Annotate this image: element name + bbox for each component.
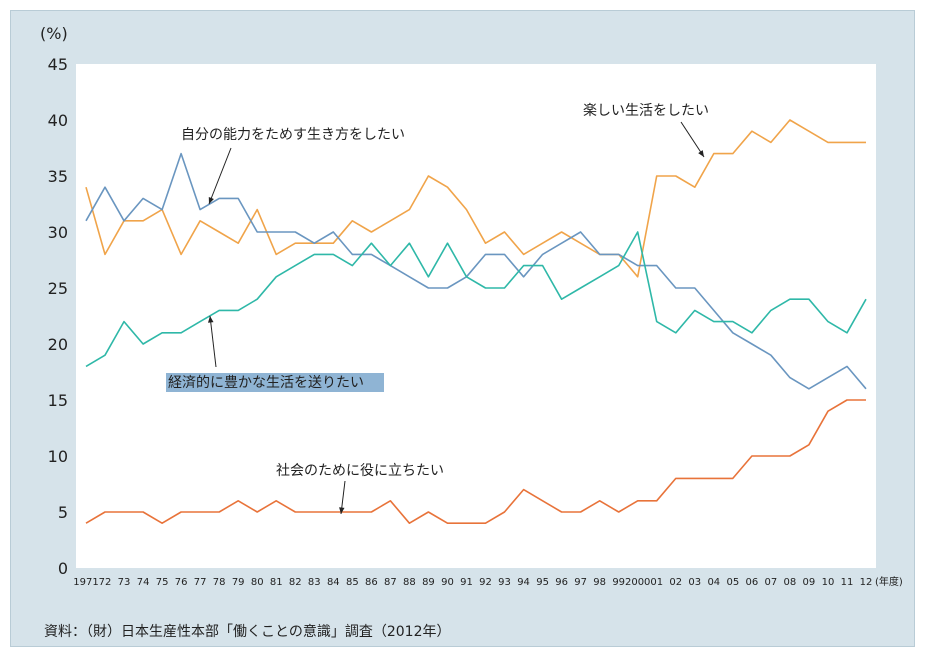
series-annotation: 経済的に豊かな生活を送りたい xyxy=(168,375,364,391)
x-tick-label: 78 xyxy=(213,577,226,588)
x-tick-label: 79 xyxy=(232,577,245,588)
series-line xyxy=(85,399,866,525)
annotation-pointer xyxy=(208,147,232,205)
x-tick-label: 74 xyxy=(137,577,150,588)
y-tick-label: 25 xyxy=(48,279,68,298)
x-tick-label: 2000 xyxy=(625,577,650,588)
x-tick-label: 1971 xyxy=(73,577,98,588)
y-tick-label: 5 xyxy=(58,503,68,522)
x-tick-label: 73 xyxy=(118,577,131,588)
x-tick-label: 84 xyxy=(327,577,340,588)
annotation-highlight xyxy=(166,373,384,392)
x-tick-label: 09 xyxy=(803,577,816,588)
y-tick-label: 10 xyxy=(48,447,68,466)
annotation-arrowhead xyxy=(208,316,214,323)
y-tick-label: 20 xyxy=(48,335,68,354)
x-tick-label: 81 xyxy=(270,577,283,588)
series-line xyxy=(85,231,867,368)
y-tick-label: 30 xyxy=(48,223,68,242)
x-tick-label: 08 xyxy=(784,577,797,588)
annotation-arrowhead xyxy=(339,507,345,514)
x-tick-label: 86 xyxy=(365,577,378,588)
x-tick-label: 01 xyxy=(650,577,663,588)
chart-frame: 0 5 10 15 20 25 30 35 40 45 (%) 1971 72 73 74 75 76 77 78 7… xyxy=(10,10,915,647)
x-axis-unit: (年度) xyxy=(875,575,903,588)
x-tick-label: 07 xyxy=(765,577,778,588)
x-tick-label: 87 xyxy=(384,577,397,588)
x-tick-label: 96 xyxy=(555,577,568,588)
y-tick-label: 40 xyxy=(48,111,68,130)
x-tick-label: 04 xyxy=(707,577,720,588)
y-tick-label: 0 xyxy=(58,559,68,578)
x-tick-label: 75 xyxy=(156,577,169,588)
x-tick-label: 03 xyxy=(688,577,701,588)
x-tick-label: 98 xyxy=(593,577,606,588)
x-tick-label: 94 xyxy=(517,577,530,588)
x-tick-label: 12 xyxy=(860,577,873,588)
series-annotation: 社会のために役に立ちたい xyxy=(276,463,444,479)
y-tick-label: 15 xyxy=(48,391,68,410)
x-tick-label: 85 xyxy=(346,577,359,588)
annotation-arrowhead xyxy=(698,150,704,157)
annotation-arrowhead xyxy=(208,197,214,204)
series-line xyxy=(85,119,866,278)
series-annotation: 自分の能力をためす生き方をしたい xyxy=(181,127,405,143)
x-tick-label: 93 xyxy=(498,577,511,588)
x-tick-label: 90 xyxy=(441,577,454,588)
y-tick-label: 35 xyxy=(48,167,68,186)
x-tick-label: 97 xyxy=(574,577,587,588)
x-tick-label: 02 xyxy=(669,577,682,588)
x-tick-label: 99 xyxy=(612,577,625,588)
x-tick-label: 82 xyxy=(289,577,302,588)
x-tick-label: 05 xyxy=(726,577,739,588)
x-tick-label: 88 xyxy=(403,577,416,588)
series-annotation: 楽しい生活をしたい xyxy=(583,103,709,119)
y-tick-label: 45 xyxy=(48,55,68,74)
x-tick-label: 76 xyxy=(175,577,188,588)
x-tick-label: 06 xyxy=(745,577,758,588)
source-note: 資料：（財）日本生産性本部「働くことの意識」調査（2012年） xyxy=(44,624,451,640)
x-tick-label: 72 xyxy=(99,577,112,588)
y-axis-unit: (%) xyxy=(40,24,68,43)
x-tick-label: 80 xyxy=(251,577,264,588)
x-tick-label: 95 xyxy=(536,577,549,588)
x-tick-label: 83 xyxy=(308,577,321,588)
x-tick-label: 77 xyxy=(194,577,207,588)
x-tick-label: 89 xyxy=(422,577,435,588)
x-tick-label: 91 xyxy=(460,577,473,588)
x-tick-label: 10 xyxy=(822,577,835,588)
x-tick-label: 92 xyxy=(479,577,492,588)
x-tick-label: 11 xyxy=(841,577,854,588)
series-line xyxy=(85,152,867,390)
annotation-pointer xyxy=(209,315,217,368)
annotation-pointer xyxy=(680,121,705,158)
